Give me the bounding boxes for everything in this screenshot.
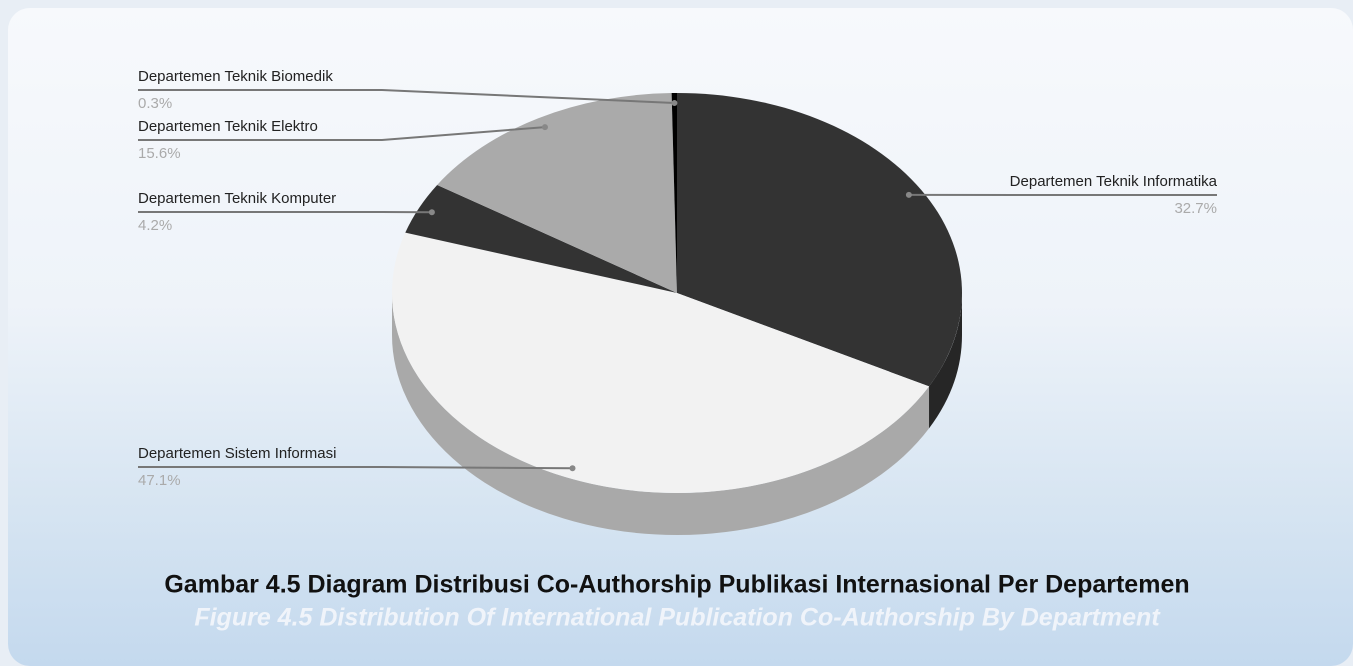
slice-label: Departemen Teknik Komputer — [138, 190, 336, 207]
chart-title: Gambar 4.5 Diagram Distribusi Co-Authors… — [164, 571, 1189, 599]
leader-line — [138, 466, 573, 470]
pie-slice — [677, 93, 962, 387]
pie-slice — [405, 184, 677, 293]
slice-value-label: 47.1% — [138, 472, 181, 489]
slice-label: Departemen Sistem Informasi — [138, 445, 336, 462]
slice-value-label: 4.2% — [138, 217, 172, 234]
slice-value-label: 32.7% — [1174, 200, 1217, 217]
leader-line — [138, 126, 546, 141]
slice-label: Departemen Teknik Biomedik — [138, 68, 333, 85]
pie-side — [392, 293, 930, 535]
leader-dot — [905, 191, 912, 198]
leader-dot — [541, 124, 548, 131]
slice-value-label: 15.6% — [138, 145, 181, 162]
leader-dot — [428, 209, 435, 216]
leader-line — [138, 89, 675, 105]
pie-slice — [671, 93, 677, 293]
slice-value-label: 0.3% — [138, 95, 172, 112]
pie-side — [929, 293, 962, 429]
leader-dot — [671, 100, 678, 107]
leader-dot — [569, 465, 576, 472]
slice-label: Departemen Teknik Informatika — [1010, 173, 1218, 190]
chart-subtitle: Figure 4.5 Distribution Of International… — [194, 604, 1161, 632]
pie-slice — [392, 232, 930, 494]
pie-slice — [437, 93, 677, 293]
slice-label: Departemen Teknik Elektro — [138, 118, 318, 135]
